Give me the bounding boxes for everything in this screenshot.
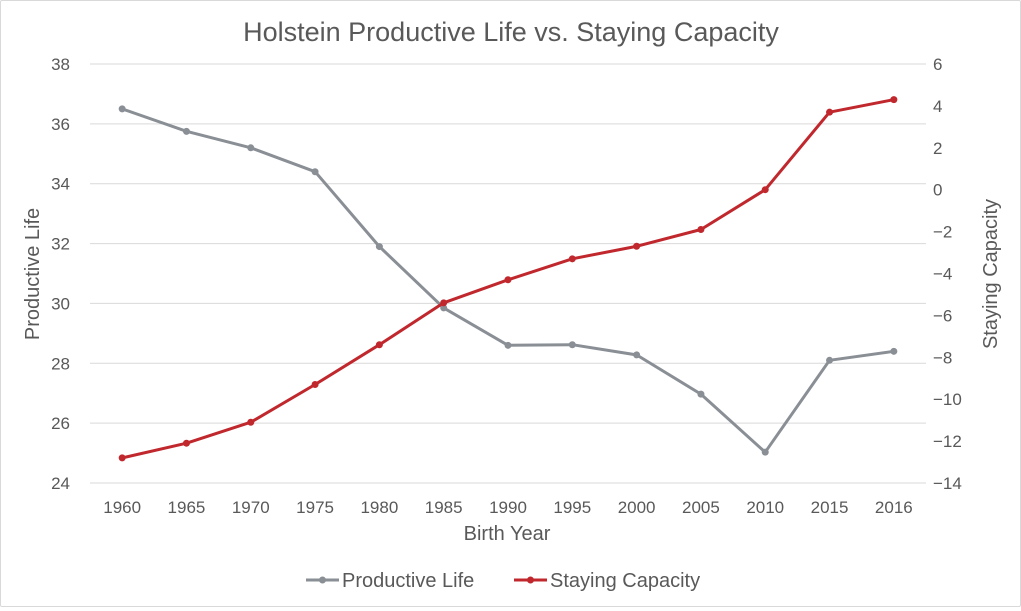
right-tick-−4: −4 xyxy=(933,265,952,284)
x-tick-2010: 2010 xyxy=(746,498,784,517)
point-productive-life-1975[interactable] xyxy=(311,168,319,176)
right-tick-−8: −8 xyxy=(933,348,952,367)
left-tick-32: 32 xyxy=(51,235,70,254)
point-productive-life-2015[interactable] xyxy=(826,356,834,364)
point-staying-capacity-1990[interactable] xyxy=(504,276,512,284)
x-tick-2015: 2015 xyxy=(811,498,849,517)
point-productive-life-1995[interactable] xyxy=(568,341,576,349)
right-tick-6: 6 xyxy=(933,55,942,74)
x-tick-2016: 2016 xyxy=(875,498,913,517)
gridlines xyxy=(90,63,926,484)
point-staying-capacity-2010[interactable] xyxy=(761,186,769,194)
left-tick-26: 26 xyxy=(51,414,70,433)
legend-item-productive-life[interactable]: Productive Life xyxy=(306,570,474,592)
right-tick-2: 2 xyxy=(933,139,942,158)
x-tick-1965: 1965 xyxy=(168,498,206,517)
point-staying-capacity-1975[interactable] xyxy=(311,381,319,389)
x-tick-2005: 2005 xyxy=(682,498,720,517)
point-staying-capacity-1980[interactable] xyxy=(375,341,383,349)
right-tick-−14: −14 xyxy=(933,474,962,493)
point-productive-life-1970[interactable] xyxy=(247,144,255,152)
point-productive-life-1990[interactable] xyxy=(504,341,512,349)
point-productive-life-2016[interactable] xyxy=(890,347,898,355)
x-tick-1995: 1995 xyxy=(553,498,591,517)
x-axis-title: Birth Year xyxy=(464,523,551,545)
point-staying-capacity-2005[interactable] xyxy=(697,226,705,234)
left-tick-36: 36 xyxy=(51,115,70,134)
point-productive-life-1980[interactable] xyxy=(375,243,383,251)
point-staying-capacity-1995[interactable] xyxy=(568,255,576,263)
x-tick-1990: 1990 xyxy=(489,498,527,517)
point-staying-capacity-2016[interactable] xyxy=(890,96,898,104)
x-tick-1975: 1975 xyxy=(296,498,334,517)
left-tick-38: 38 xyxy=(51,55,70,74)
point-staying-capacity-1985[interactable] xyxy=(440,299,448,307)
left-axis-title: Productive Life xyxy=(22,208,44,340)
point-productive-life-2000[interactable] xyxy=(633,351,641,359)
left-tick-30: 30 xyxy=(51,294,70,313)
legend-label-productive-life: Productive Life xyxy=(342,570,474,592)
x-axis-ticks: 1960 1965 1970 1975 1980 1985 1990 1995 2000 2005… xyxy=(103,498,913,517)
right-tick-0: 0 xyxy=(933,181,942,200)
right-axis-title: Staying Capacity xyxy=(980,199,1002,349)
left-tick-34: 34 xyxy=(51,175,70,194)
right-tick-−12: −12 xyxy=(933,432,962,451)
point-productive-life-2010[interactable] xyxy=(761,448,769,456)
point-staying-capacity-1965[interactable] xyxy=(182,439,190,447)
right-axis-ticks: −14 −12 −10 −8 −6 −4 −2 0 2 4 6 xyxy=(933,55,962,493)
legend-item-staying-capacity[interactable]: Staying Capacity xyxy=(514,570,700,592)
x-tick-1980: 1980 xyxy=(360,498,398,517)
point-staying-capacity-2000[interactable] xyxy=(633,242,641,250)
point-productive-life-1985[interactable] xyxy=(440,304,448,312)
x-tick-1985: 1985 xyxy=(425,498,463,517)
point-productive-life-1960[interactable] xyxy=(118,105,126,113)
point-staying-capacity-1970[interactable] xyxy=(247,418,255,426)
right-tick-−10: −10 xyxy=(933,390,962,409)
chart-title: Holstein Productive Life vs. Staying Cap… xyxy=(243,17,779,47)
right-tick-4: 4 xyxy=(933,97,942,116)
point-staying-capacity-2015[interactable] xyxy=(826,108,834,116)
legend-marker-productive-life xyxy=(319,576,326,584)
legend-label-staying-capacity: Staying Capacity xyxy=(550,570,700,592)
left-axis-ticks: 24 26 28 30 32 34 36 38 xyxy=(51,55,70,493)
left-tick-28: 28 xyxy=(51,354,70,373)
legend: Productive Life Staying Capacity xyxy=(306,570,700,592)
series-lines xyxy=(118,96,898,462)
x-tick-1960: 1960 xyxy=(103,498,141,517)
legend-marker-staying-capacity xyxy=(527,576,534,584)
point-productive-life-2005[interactable] xyxy=(697,390,705,398)
right-tick-−6: −6 xyxy=(933,306,952,325)
x-tick-2000: 2000 xyxy=(618,498,656,517)
x-tick-1970: 1970 xyxy=(232,498,270,517)
point-staying-capacity-1960[interactable] xyxy=(118,454,126,462)
point-productive-life-1965[interactable] xyxy=(182,127,190,135)
left-tick-24: 24 xyxy=(51,474,70,493)
right-tick-−2: −2 xyxy=(933,223,952,242)
